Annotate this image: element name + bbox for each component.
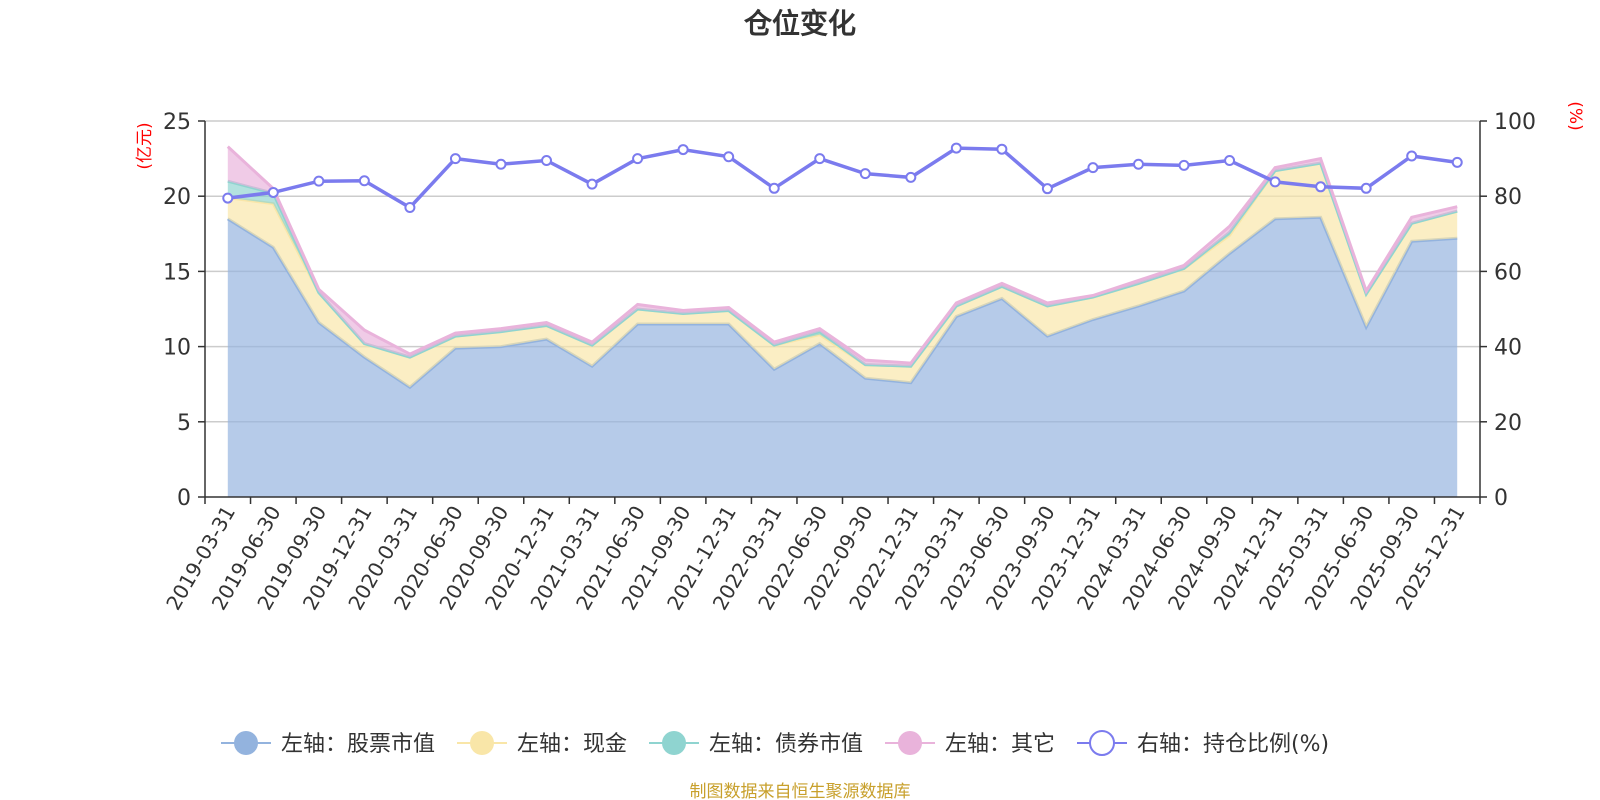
legend-label: 左轴：现金 [517,732,627,757]
ratio-point[interactable] [1269,176,1281,188]
ratio-point[interactable] [449,153,461,165]
legend-marker [898,731,922,755]
legend-label: 左轴：其它 [945,732,1055,757]
right-tick-label: 20 [1494,411,1522,436]
ratio-point[interactable] [1178,159,1190,171]
left-tick-label: 15 [163,260,191,285]
ratio-point[interactable] [814,153,826,165]
position-ratio-line [222,142,1463,213]
left-tick-label: 10 [163,336,191,361]
ratio-point[interactable] [267,186,279,198]
area-series-1 [227,163,1458,388]
stacked-areas [226,145,1458,498]
right-tick-label: 0 [1494,486,1508,511]
legend-marker [470,731,494,755]
left-tick-label: 20 [163,185,191,210]
legend-label: 左轴：股票市值 [281,732,435,757]
right-tick-label: 60 [1494,260,1522,285]
data-source-note: 制图数据来自恒生聚源数据库 [690,782,911,800]
ratio-point[interactable] [586,178,598,190]
left-axis-unit: (亿元) [135,122,155,169]
chart-title: 仓位变化 [744,7,856,40]
legend[interactable]: 左轴：股票市值 左轴：现金 左轴：债券市值 左轴：其它 右轴：持仓比例(%) [221,730,1329,757]
ratio-point[interactable] [950,142,962,154]
left-tick-label: 25 [163,110,191,135]
legend-marker [234,731,258,755]
ratio-point[interactable] [768,182,780,194]
ratio-point[interactable] [1406,150,1418,162]
ratio-point[interactable] [495,158,507,170]
ratio-point[interactable] [1087,162,1099,174]
ratio-point[interactable] [677,144,689,156]
legend-label: 右轴：持仓比例(%) [1137,732,1329,757]
right-tick-label: 100 [1494,110,1536,135]
right-axis-unit: (%) [1565,101,1585,130]
ratio-point[interactable] [222,192,234,204]
ratio-point[interactable] [313,175,325,187]
ratio-point[interactable] [404,201,416,213]
ratio-point[interactable] [1360,182,1372,194]
area-series-0 [227,217,1458,498]
ratio-point[interactable] [1132,158,1144,170]
ratio-point[interactable] [1315,181,1327,193]
left-tick-label: 5 [177,411,191,436]
ratio-point[interactable] [1451,156,1463,168]
ratio-point[interactable] [996,143,1008,155]
legend-item-2[interactable]: 左轴：债券市值 [649,731,863,757]
ratio-point[interactable] [358,175,370,187]
ratio-point[interactable] [1041,183,1053,195]
legend-marker [1089,730,1115,756]
ratio-point[interactable] [723,151,735,163]
right-tick-label: 80 [1494,185,1522,210]
legend-item-0[interactable]: 左轴：股票市值 [221,731,435,757]
ratio-line [227,146,1458,210]
ratio-point[interactable] [541,154,553,166]
legend-label: 左轴：债券市值 [709,732,863,757]
area-edge-series-3 [226,145,1458,365]
left-tick-label: 0 [177,486,191,511]
legend-marker [662,731,686,755]
legend-item-4[interactable]: 右轴：持仓比例(%) [1077,730,1329,757]
right-tick-label: 40 [1494,336,1522,361]
ratio-point[interactable] [905,171,917,183]
ratio-point[interactable] [859,168,871,180]
legend-item-1[interactable]: 左轴：现金 [457,731,627,757]
ratio-point[interactable] [632,153,644,165]
legend-item-3[interactable]: 左轴：其它 [885,731,1055,757]
ratio-point[interactable] [1224,154,1236,166]
